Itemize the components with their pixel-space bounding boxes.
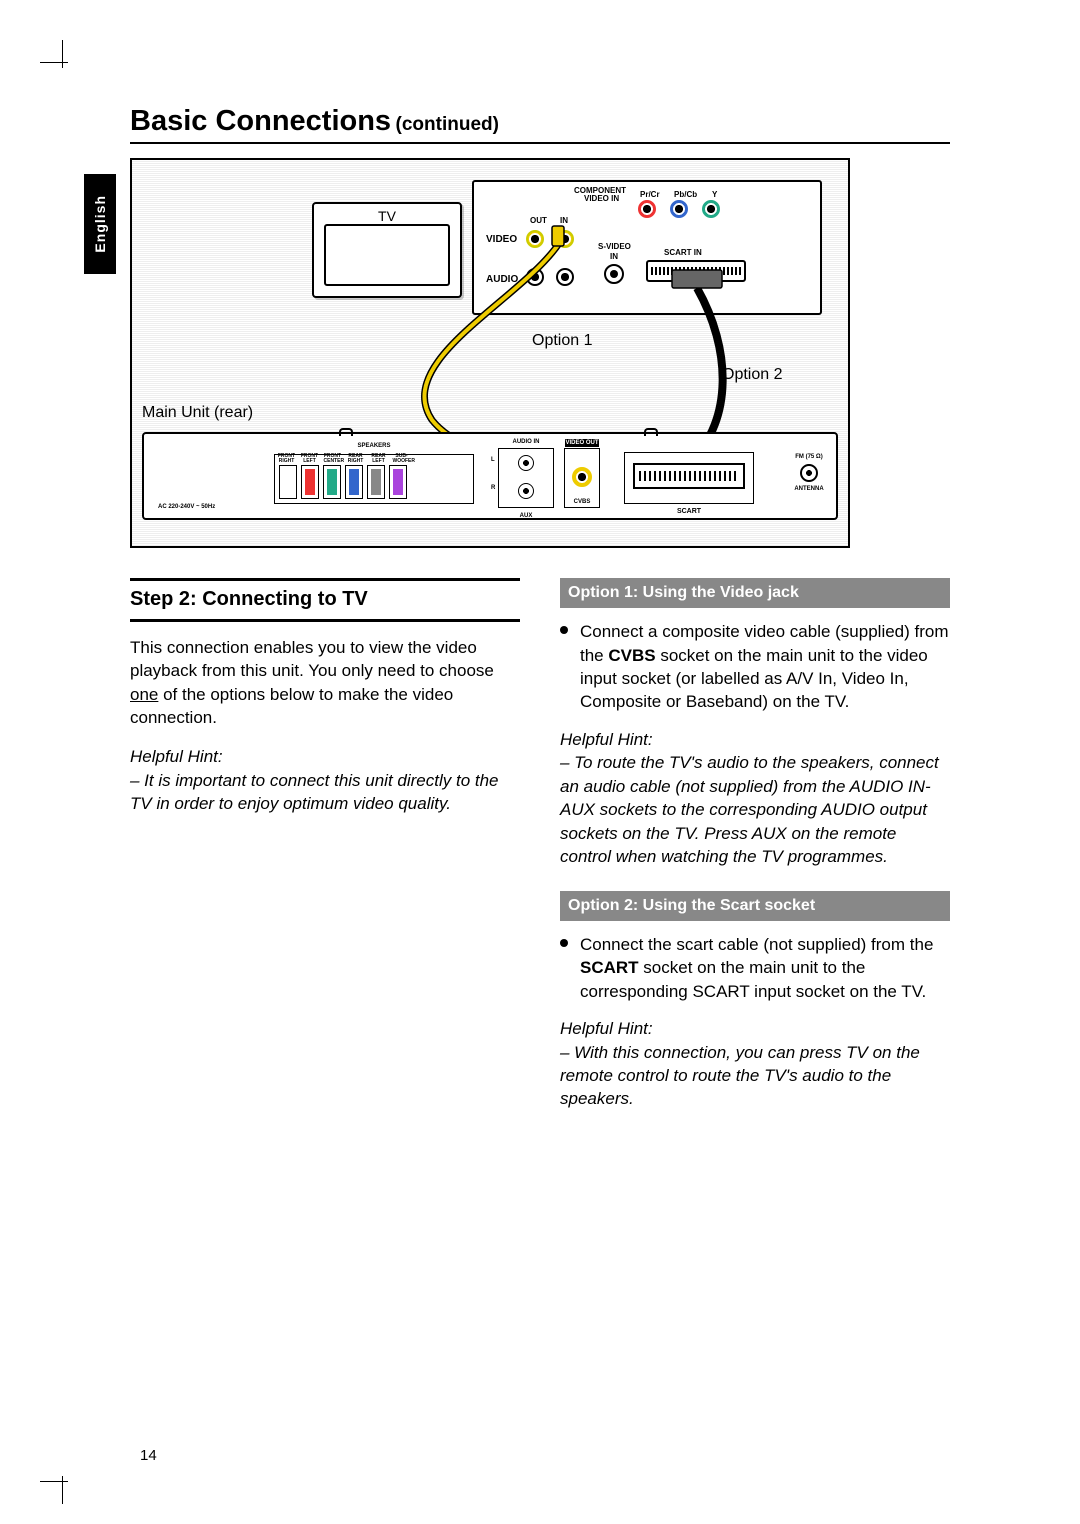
intro-pre: This connection enables you to view the … bbox=[130, 638, 494, 680]
speakers-block: SPEAKERS FRONT RIGHT FRONT LEFT FRONT CE… bbox=[274, 454, 474, 504]
main-unit-label: Main Unit (rear) bbox=[142, 404, 253, 422]
step2-heading: Step 2: Connecting to TV bbox=[130, 578, 520, 622]
audio-l-socket bbox=[518, 455, 534, 471]
aux-label: AUX bbox=[499, 513, 553, 519]
audio-label: AUDIO bbox=[486, 274, 518, 285]
audio-l: L bbox=[491, 457, 495, 463]
option1-bar: Option 1: Using the Video jack bbox=[560, 578, 950, 608]
crop-mark bbox=[40, 1481, 68, 1482]
bullet-icon bbox=[560, 620, 570, 714]
left-column: Step 2: Connecting to TV This connection… bbox=[130, 578, 520, 1111]
opt1-bold: CVBS bbox=[608, 646, 655, 665]
step2-intro: This connection enables you to view the … bbox=[130, 636, 520, 730]
spk-name: SUB-WOOFER bbox=[393, 454, 411, 464]
main-unit-rear: SPEAKERS FRONT RIGHT FRONT LEFT FRONT CE… bbox=[142, 432, 838, 520]
intro-post: of the options below to make the video c… bbox=[130, 685, 453, 727]
intro-underline: one bbox=[130, 685, 158, 704]
video-in-socket bbox=[556, 230, 574, 248]
y-label: Y bbox=[712, 190, 717, 199]
option2-text: Connect the scart cable (not supplied) f… bbox=[580, 933, 950, 1003]
option1-text: Connect a composite video cable (supplie… bbox=[580, 620, 950, 714]
audio-out-socket bbox=[526, 268, 544, 286]
page-content: Basic Connections (continued) TV COMPONE… bbox=[130, 105, 950, 1111]
component-pb-socket bbox=[670, 200, 688, 218]
hint-body: – It is important to connect this unit d… bbox=[130, 769, 520, 816]
scart-in-label: SCART IN bbox=[664, 248, 702, 257]
video-out-block: VIDEO OUT CVBS bbox=[564, 448, 600, 508]
spk-name: FRONT RIGHT bbox=[278, 454, 296, 464]
opt2-hint-label: Helpful Hint: bbox=[560, 1017, 950, 1040]
antenna-label: ANTENNA bbox=[792, 486, 826, 492]
tv-illustration: TV bbox=[312, 202, 462, 298]
cvbs-socket bbox=[572, 467, 592, 487]
scart-in-socket bbox=[646, 260, 746, 282]
speaker-terminal bbox=[301, 465, 319, 499]
speaker-terminal bbox=[345, 465, 363, 499]
speaker-name-row: FRONT RIGHT FRONT LEFT FRONT CENTER REAR… bbox=[275, 454, 413, 464]
spk-name: FRONT CENTER bbox=[324, 454, 342, 464]
out-label: OUT bbox=[530, 216, 547, 225]
antenna-block: FM (75 Ω) ANTENNA bbox=[792, 454, 826, 510]
hint-label: Helpful Hint: bbox=[130, 745, 520, 768]
opt1-hint-label: Helpful Hint: bbox=[560, 728, 950, 751]
scart-socket bbox=[633, 463, 745, 489]
right-column: Option 1: Using the Video jack Connect a… bbox=[560, 578, 950, 1111]
speaker-terminal bbox=[367, 465, 385, 499]
pbcb-label: Pb/Cb bbox=[674, 190, 697, 199]
cvbs-label: CVBS bbox=[565, 499, 599, 505]
fm-label: FM (75 Ω) bbox=[792, 454, 826, 460]
page-title: Basic Connections bbox=[130, 105, 391, 137]
audio-r: R bbox=[491, 485, 495, 491]
opt2-bold: SCART bbox=[580, 958, 639, 977]
opt2-hint-body: – With this connection, you can press TV… bbox=[560, 1041, 950, 1111]
audio-in-socket bbox=[556, 268, 574, 286]
video-out-socket bbox=[526, 230, 544, 248]
opt2-pre: Connect the scart cable (not supplied) f… bbox=[580, 935, 933, 954]
crop-mark bbox=[62, 40, 63, 68]
scart-block: SCART bbox=[624, 452, 754, 504]
ac-label: AC 220-240V ~ 50Hz bbox=[158, 504, 215, 510]
in-label: IN bbox=[560, 216, 568, 225]
speaker-terminal bbox=[323, 465, 341, 499]
audio-in-title: AUDIO IN bbox=[499, 439, 553, 445]
audio-r-socket bbox=[518, 483, 534, 499]
option2-label: Option 2 bbox=[722, 366, 782, 384]
crop-mark bbox=[40, 62, 68, 63]
svideo-label: S-VIDEO bbox=[598, 242, 631, 251]
option2-bullet: Connect the scart cable (not supplied) f… bbox=[560, 933, 950, 1003]
text-columns: Step 2: Connecting to TV This connection… bbox=[130, 578, 950, 1111]
antenna-socket bbox=[800, 464, 818, 482]
tv-screen bbox=[324, 224, 450, 286]
svideo-in-label: IN bbox=[610, 252, 618, 261]
video-out-title: VIDEO OUT bbox=[565, 439, 599, 447]
language-tab: English bbox=[84, 174, 116, 274]
page-title-continued: (continued) bbox=[396, 114, 499, 135]
bullet-icon bbox=[560, 933, 570, 1003]
page-title-wrap: Basic Connections (continued) bbox=[130, 105, 950, 144]
page-number: 14 bbox=[140, 1447, 157, 1464]
audio-in-block: AUDIO IN L R AUX bbox=[498, 448, 554, 508]
tv-label: TV bbox=[314, 208, 460, 224]
spk-name: REAR LEFT bbox=[370, 454, 388, 464]
speaker-terminal bbox=[389, 465, 407, 499]
connection-diagram: TV COMPONENT VIDEO IN Pr/Cr Pb/Cb Y OUT … bbox=[130, 158, 850, 548]
speakers-title: SPEAKERS bbox=[275, 443, 473, 449]
opt1-hint-body: – To route the TV's audio to the speaker… bbox=[560, 751, 950, 868]
tv-connector-panel: COMPONENT VIDEO IN Pr/Cr Pb/Cb Y OUT IN … bbox=[472, 180, 822, 315]
option1-label: Option 1 bbox=[532, 332, 592, 350]
spk-name: FRONT LEFT bbox=[301, 454, 319, 464]
scart-label: SCART bbox=[625, 508, 753, 515]
video-in-label: VIDEO IN bbox=[584, 194, 619, 203]
svideo-socket bbox=[604, 264, 624, 284]
spk-name: REAR RIGHT bbox=[347, 454, 365, 464]
video-label: VIDEO bbox=[486, 234, 517, 245]
language-tab-label: English bbox=[92, 195, 108, 253]
component-pr-socket bbox=[638, 200, 656, 218]
component-y-socket bbox=[702, 200, 720, 218]
option2-bar: Option 2: Using the Scart socket bbox=[560, 891, 950, 921]
speaker-terminal bbox=[279, 465, 297, 499]
option1-bullet: Connect a composite video cable (supplie… bbox=[560, 620, 950, 714]
prcr-label: Pr/Cr bbox=[640, 190, 660, 199]
